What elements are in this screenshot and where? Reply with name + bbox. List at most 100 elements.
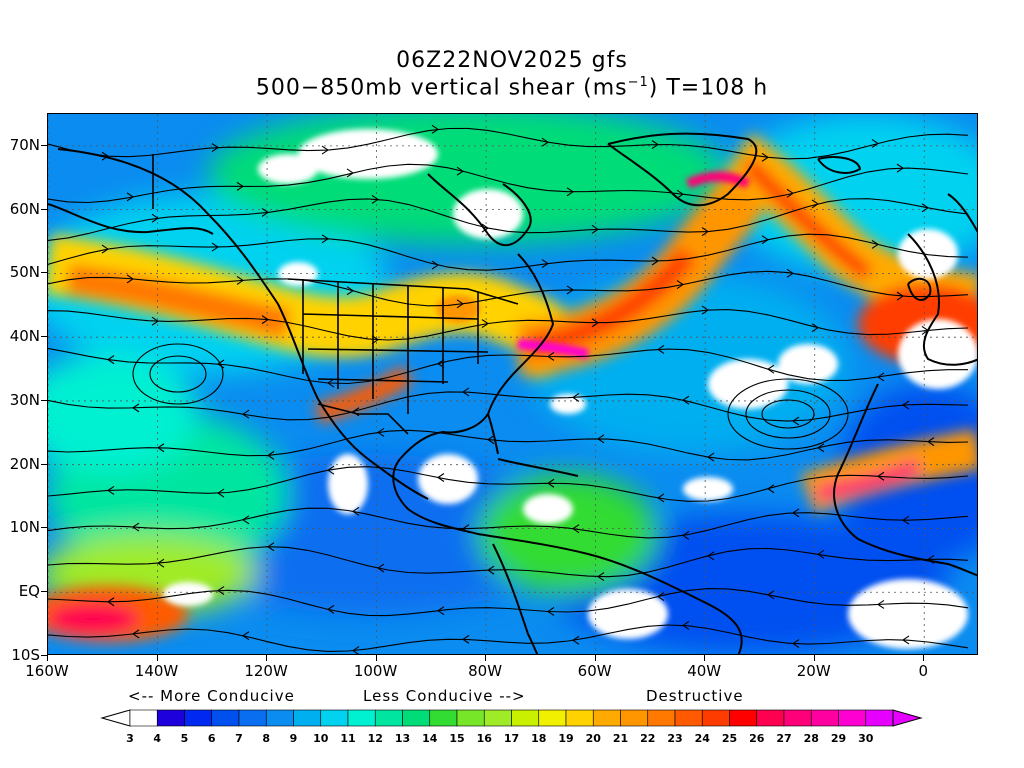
streamline-arrow <box>371 335 379 345</box>
longitude-label: 100W <box>353 662 398 680</box>
streamline <box>48 429 969 461</box>
shear-map <box>47 113 978 655</box>
colorbar-segment <box>565 709 594 727</box>
longitude-label: 40W <box>687 662 722 680</box>
colorbar-segment <box>674 709 703 727</box>
colorbar-segment <box>538 709 567 727</box>
streamline-arrow <box>242 515 250 525</box>
coastline-hudson-bay <box>427 173 532 247</box>
streamline-arrow <box>481 223 489 233</box>
streamline <box>48 163 969 204</box>
streamline-arrow <box>811 323 819 333</box>
streamline-arrow <box>701 227 709 237</box>
colorbar-segment <box>211 709 240 727</box>
streamline-arrow <box>651 256 659 266</box>
colorbar-label: 3 <box>126 732 134 745</box>
streamline-arrow <box>101 244 109 254</box>
colorbar-segment <box>511 709 540 727</box>
streamline <box>48 391 969 422</box>
colorbar-label: 18 <box>531 732 547 745</box>
streamline-arrow <box>352 506 360 516</box>
colorbar-right-triangle <box>892 709 923 727</box>
longitude-label: 120W <box>244 662 288 680</box>
streamline-arrow <box>896 163 904 173</box>
coastline-caribbean <box>497 458 579 477</box>
latitude-tick <box>41 336 47 338</box>
streamline-arrow <box>902 635 910 645</box>
streamline-arrow <box>927 554 935 564</box>
streamline-arrow <box>107 485 115 495</box>
streamline-arrow <box>657 493 665 503</box>
streamline-arrow <box>786 268 794 278</box>
colorbar-label: 29 <box>830 732 847 745</box>
streamline-arrow <box>261 315 269 325</box>
streamline-arrow <box>481 319 489 329</box>
streamline <box>48 198 969 241</box>
streamline-arrow <box>877 372 885 382</box>
colorbar-label: 11 <box>340 732 356 745</box>
colorbar-segment <box>647 709 676 727</box>
coastline-africa <box>833 383 977 577</box>
colorbar-label: 15 <box>449 732 465 745</box>
colorbar-segment <box>320 709 349 727</box>
low-shear-patches <box>163 129 977 649</box>
colorbar-segment <box>865 709 894 727</box>
streamline-arrow <box>101 151 109 161</box>
colorbar-label: 6 <box>207 732 216 745</box>
colorbar-segment <box>783 709 812 727</box>
colorbar-segment <box>756 709 785 727</box>
streamline-arrow <box>107 355 115 365</box>
streamline-arrow <box>701 305 709 315</box>
streamline-arrow <box>327 604 335 614</box>
streamline-arrow <box>767 484 775 494</box>
longitude-tick <box>47 655 48 661</box>
title-unit-superscript: −1 <box>627 75 649 90</box>
streamline-arrow <box>902 400 910 410</box>
latitude-tick <box>41 208 47 210</box>
latitude-label: 60N <box>9 199 40 218</box>
latitude-label: 20N <box>9 454 40 473</box>
border-us-mexico <box>317 403 409 435</box>
map-gridlines <box>48 114 977 654</box>
streamline <box>48 624 969 652</box>
colorbar-segment <box>265 709 294 727</box>
colorbar-segment <box>402 709 431 727</box>
streamline-arrow <box>126 192 134 202</box>
streamline-arrow <box>761 235 769 245</box>
longitude-tick <box>156 655 158 661</box>
colorbar-label: 14 <box>422 732 438 745</box>
colorbar-segment <box>838 709 867 727</box>
streamline-arrow <box>676 189 684 199</box>
streamline-gyre <box>745 389 831 439</box>
streamline-arrow <box>591 318 599 328</box>
streamline-arrow <box>657 592 665 601</box>
us-state-lines <box>302 279 489 414</box>
colorbar-segment <box>592 709 621 727</box>
coastline-alaska <box>48 203 214 235</box>
streamline-arrow <box>371 194 379 204</box>
coastline-iceland <box>817 156 861 174</box>
colorbar-segment <box>701 709 730 727</box>
latitude-tick <box>41 591 47 593</box>
coastline-south-america-west <box>492 543 539 654</box>
streamline-arrow <box>786 188 794 198</box>
streamline-arrow <box>462 524 470 534</box>
streamline-arrow <box>211 143 219 152</box>
streamline <box>48 309 969 341</box>
colorbar-segment <box>429 709 458 727</box>
longitude-label: 60W <box>577 662 612 680</box>
longitude-tick <box>266 655 268 661</box>
streamline-arrow <box>707 551 715 561</box>
streamline-arrow <box>877 600 885 609</box>
colorbar-segment <box>238 709 267 727</box>
longitude-label: 140W <box>134 662 179 680</box>
latitude-label: 10S <box>11 646 40 664</box>
shear-map-svg <box>48 114 977 654</box>
border-us-canada <box>287 278 519 305</box>
streamline-arrow <box>157 443 165 453</box>
streamline-arrow <box>572 524 580 534</box>
streamline-arrow <box>651 140 659 149</box>
colorbar-label: 28 <box>803 732 819 745</box>
colorbar-segment <box>374 709 403 727</box>
streamline-arrow <box>547 478 555 488</box>
